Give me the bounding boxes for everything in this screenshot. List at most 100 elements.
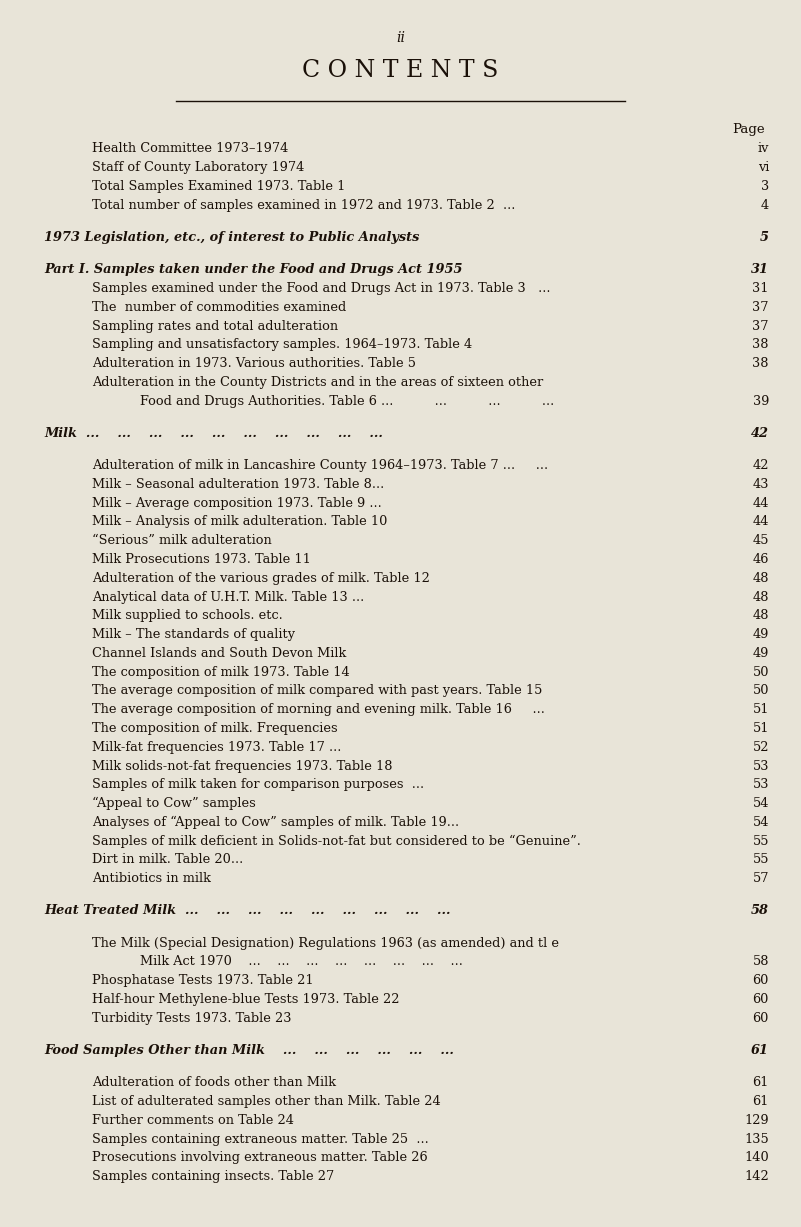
Text: The Milk (Special Designation) Regulations 1963 (as amended) and tl e: The Milk (Special Designation) Regulatio… (92, 936, 559, 950)
Text: 3: 3 (761, 180, 769, 193)
Text: 37: 37 (752, 319, 769, 333)
Text: Total Samples Examined 1973. Table 1: Total Samples Examined 1973. Table 1 (92, 180, 345, 193)
Text: Milk solids-not-fat frequencies 1973. Table 18: Milk solids-not-fat frequencies 1973. Ta… (92, 760, 392, 773)
Text: 51: 51 (752, 721, 769, 735)
Text: “Appeal to Cow” samples: “Appeal to Cow” samples (92, 798, 256, 810)
Text: vi: vi (758, 161, 769, 174)
Text: 49: 49 (753, 647, 769, 660)
Text: Food and Drugs Authorities. Table 6 ...          ...          ...          ...: Food and Drugs Authorities. Table 6 ... … (140, 395, 554, 407)
Text: 61: 61 (751, 1044, 769, 1056)
Text: List of adulterated samples other than Milk. Table 24: List of adulterated samples other than M… (92, 1094, 441, 1108)
Text: Milk – Analysis of milk adulteration. Table 10: Milk – Analysis of milk adulteration. Ta… (92, 515, 388, 529)
Text: “Serious” milk adulteration: “Serious” milk adulteration (92, 534, 272, 547)
Text: 60: 60 (753, 993, 769, 1006)
Text: 140: 140 (744, 1151, 769, 1164)
Text: 61: 61 (753, 1094, 769, 1108)
Text: Further comments on Table 24: Further comments on Table 24 (92, 1114, 294, 1126)
Text: Heat Treated Milk  ...    ...    ...    ...    ...    ...    ...    ...    ...: Heat Treated Milk ... ... ... ... ... ..… (44, 904, 450, 918)
Text: Samples of milk deficient in Solids-not-fat but considered to be “Genuine”.: Samples of milk deficient in Solids-not-… (92, 834, 581, 848)
Text: Page: Page (732, 123, 765, 136)
Text: The average composition of milk compared with past years. Table 15: The average composition of milk compared… (92, 685, 542, 697)
Text: 57: 57 (752, 872, 769, 885)
Text: 58: 58 (751, 904, 769, 918)
Text: Total number of samples examined in 1972 and 1973. Table 2  ...: Total number of samples examined in 1972… (92, 199, 516, 211)
Text: 55: 55 (752, 834, 769, 848)
Text: Channel Islands and South Devon Milk: Channel Islands and South Devon Milk (92, 647, 346, 660)
Text: Milk – The standards of quality: Milk – The standards of quality (92, 628, 295, 640)
Text: The average composition of morning and evening milk. Table 16     ...: The average composition of morning and e… (92, 703, 545, 717)
Text: 48: 48 (752, 590, 769, 604)
Text: Adulteration of milk in Lancashire County 1964–1973. Table 7 ...     ...: Adulteration of milk in Lancashire Count… (92, 459, 548, 472)
Text: Sampling rates and total adulteration: Sampling rates and total adulteration (92, 319, 338, 333)
Text: 50: 50 (752, 685, 769, 697)
Text: 53: 53 (752, 760, 769, 773)
Text: iv: iv (758, 142, 769, 156)
Text: 38: 38 (752, 339, 769, 351)
Text: The composition of milk 1973. Table 14: The composition of milk 1973. Table 14 (92, 665, 350, 679)
Text: The  number of commodities examined: The number of commodities examined (92, 301, 346, 314)
Text: Adulteration of foods other than Milk: Adulteration of foods other than Milk (92, 1076, 336, 1090)
Text: C O N T E N T S: C O N T E N T S (302, 59, 499, 82)
Text: The composition of milk. Frequencies: The composition of milk. Frequencies (92, 721, 338, 735)
Text: 1973 Legislation, etc., of interest to Public Analysts: 1973 Legislation, etc., of interest to P… (44, 231, 420, 244)
Text: Samples containing extraneous matter. Table 25  ...: Samples containing extraneous matter. Ta… (92, 1133, 429, 1146)
Text: 58: 58 (752, 956, 769, 968)
Text: 44: 44 (752, 515, 769, 529)
Text: Health Committee 1973–1974: Health Committee 1973–1974 (92, 142, 288, 156)
Text: Milk  ...    ...    ...    ...    ...    ...    ...    ...    ...    ...: Milk ... ... ... ... ... ... ... ... ...… (44, 427, 383, 439)
Text: 54: 54 (752, 816, 769, 828)
Text: Adulteration in the County Districts and in the areas of sixteen other: Adulteration in the County Districts and… (92, 375, 543, 389)
Text: 48: 48 (752, 572, 769, 585)
Text: Adulteration in 1973. Various authorities. Table 5: Adulteration in 1973. Various authoritie… (92, 357, 416, 371)
Text: Milk Act 1970    ...    ...    ...    ...    ...    ...    ...    ...: Milk Act 1970 ... ... ... ... ... ... ..… (140, 956, 463, 968)
Text: Milk Prosecutions 1973. Table 11: Milk Prosecutions 1973. Table 11 (92, 553, 311, 566)
Text: 4: 4 (761, 199, 769, 211)
Text: 50: 50 (752, 665, 769, 679)
Text: 49: 49 (753, 628, 769, 640)
Text: Half-hour Methylene-blue Tests 1973. Table 22: Half-hour Methylene-blue Tests 1973. Tab… (92, 993, 400, 1006)
Text: 129: 129 (744, 1114, 769, 1126)
Text: 46: 46 (753, 553, 769, 566)
Text: 60: 60 (753, 974, 769, 988)
Text: 44: 44 (752, 497, 769, 509)
Text: Milk – Average composition 1973. Table 9 ...: Milk – Average composition 1973. Table 9… (92, 497, 382, 509)
Text: Part I. Samples taken under the Food and Drugs Act 1955: Part I. Samples taken under the Food and… (44, 263, 462, 276)
Text: Adulteration of the various grades of milk. Table 12: Adulteration of the various grades of mi… (92, 572, 430, 585)
Text: 42: 42 (751, 427, 769, 439)
Text: 61: 61 (753, 1076, 769, 1090)
Text: 142: 142 (744, 1171, 769, 1183)
Text: 37: 37 (752, 301, 769, 314)
Text: 43: 43 (752, 477, 769, 491)
Text: 42: 42 (752, 459, 769, 472)
Text: 52: 52 (752, 741, 769, 753)
Text: 39: 39 (753, 395, 769, 407)
Text: 31: 31 (752, 282, 769, 294)
Text: 38: 38 (752, 357, 769, 371)
Text: Milk – Seasonal adulteration 1973. Table 8...: Milk – Seasonal adulteration 1973. Table… (92, 477, 384, 491)
Text: Milk supplied to schools. etc.: Milk supplied to schools. etc. (92, 610, 283, 622)
Text: Phosphatase Tests 1973. Table 21: Phosphatase Tests 1973. Table 21 (92, 974, 314, 988)
Text: 60: 60 (753, 1012, 769, 1025)
Text: 135: 135 (744, 1133, 769, 1146)
Text: Antibiotics in milk: Antibiotics in milk (92, 872, 211, 885)
Text: Food Samples Other than Milk    ...    ...    ...    ...    ...    ...: Food Samples Other than Milk ... ... ...… (44, 1044, 454, 1056)
Text: Prosecutions involving extraneous matter. Table 26: Prosecutions involving extraneous matter… (92, 1151, 428, 1164)
Text: Analytical data of U.H.T. Milk. Table 13 ...: Analytical data of U.H.T. Milk. Table 13… (92, 590, 364, 604)
Text: 45: 45 (752, 534, 769, 547)
Text: 54: 54 (752, 798, 769, 810)
Text: Dirt in milk. Table 20...: Dirt in milk. Table 20... (92, 853, 244, 866)
Text: Analyses of “Appeal to Cow” samples of milk. Table 19...: Analyses of “Appeal to Cow” samples of m… (92, 816, 459, 829)
Text: Samples examined under the Food and Drugs Act in 1973. Table 3   ...: Samples examined under the Food and Drug… (92, 282, 550, 294)
Text: 53: 53 (752, 778, 769, 791)
Text: 5: 5 (760, 231, 769, 244)
Text: Samples containing insects. Table 27: Samples containing insects. Table 27 (92, 1171, 334, 1183)
Text: 48: 48 (752, 610, 769, 622)
Text: Turbidity Tests 1973. Table 23: Turbidity Tests 1973. Table 23 (92, 1012, 292, 1025)
Text: Staff of County Laboratory 1974: Staff of County Laboratory 1974 (92, 161, 304, 174)
Text: ii: ii (396, 31, 405, 44)
Text: 31: 31 (751, 263, 769, 276)
Text: 55: 55 (752, 853, 769, 866)
Text: 51: 51 (752, 703, 769, 717)
Text: Samples of milk taken for comparison purposes  ...: Samples of milk taken for comparison pur… (92, 778, 425, 791)
Text: Sampling and unsatisfactory samples. 1964–1973. Table 4: Sampling and unsatisfactory samples. 196… (92, 339, 473, 351)
